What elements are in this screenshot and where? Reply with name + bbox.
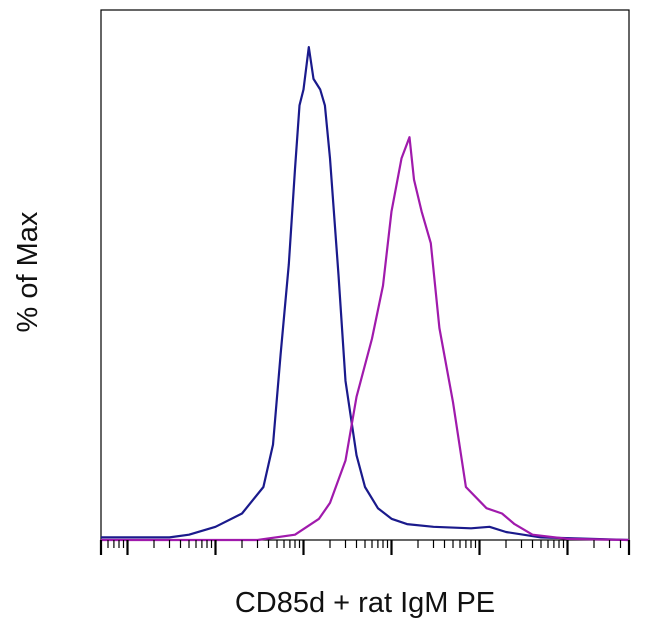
x-axis-ticks <box>99 540 631 555</box>
y-axis-title: % of Max <box>12 211 44 332</box>
x-axis-title: CD85d + rat IgM PE <box>235 587 495 619</box>
series-layer <box>101 46 630 542</box>
histogram-series-2 <box>101 136 630 542</box>
histogram-series-1 <box>101 46 630 542</box>
plot-frame <box>100 9 630 541</box>
plot-area <box>100 9 630 541</box>
